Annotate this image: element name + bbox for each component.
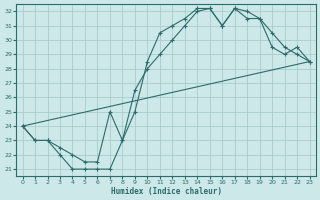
X-axis label: Humidex (Indice chaleur): Humidex (Indice chaleur) [111, 187, 221, 196]
